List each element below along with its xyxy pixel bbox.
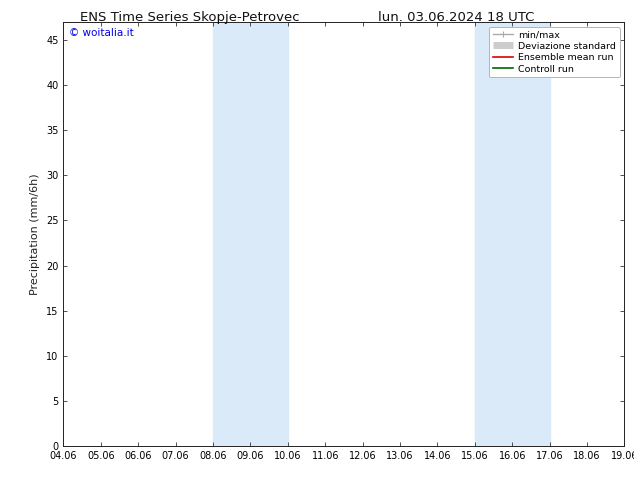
Text: ENS Time Series Skopje-Petrovec: ENS Time Series Skopje-Petrovec bbox=[81, 11, 300, 24]
Text: lun. 03.06.2024 18 UTC: lun. 03.06.2024 18 UTC bbox=[378, 11, 534, 24]
Text: © woitalia.it: © woitalia.it bbox=[69, 28, 134, 38]
Bar bbox=[475, 22, 550, 446]
Y-axis label: Precipitation (mm/6h): Precipitation (mm/6h) bbox=[30, 173, 41, 295]
Bar bbox=[213, 22, 288, 446]
Legend: min/max, Deviazione standard, Ensemble mean run, Controll run: min/max, Deviazione standard, Ensemble m… bbox=[489, 27, 620, 77]
